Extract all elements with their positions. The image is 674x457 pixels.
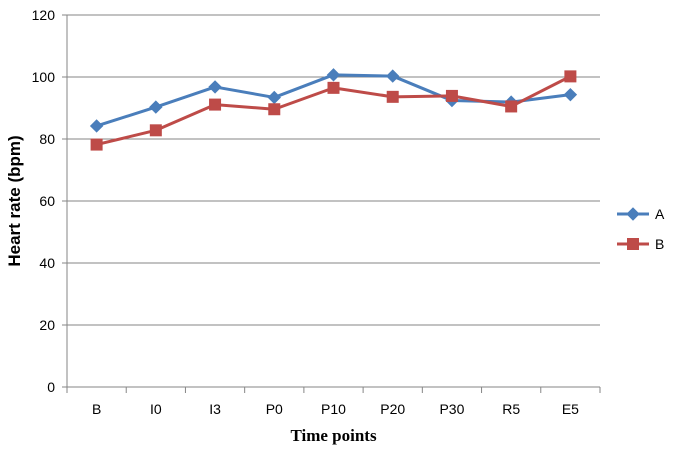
data-point-B (505, 100, 518, 113)
x-tick-label: R5 (502, 401, 520, 417)
x-tick-label: P10 (321, 401, 346, 417)
series-A (89, 68, 578, 133)
x-tick-label: P20 (380, 401, 405, 417)
y-tick-labels: 0 20 40 60 80 100 120 (32, 7, 56, 395)
data-point-B (445, 89, 458, 102)
x-tick-label: I3 (209, 401, 221, 417)
y-tick-label: 20 (39, 317, 55, 333)
data-point-A (326, 68, 341, 82)
y-tick-label: 120 (32, 7, 56, 23)
y-axis-label: Heart rate (bpm) (5, 135, 24, 266)
legend-label-B: B (655, 236, 664, 252)
data-point-A (208, 80, 222, 94)
x-tick-label: P0 (266, 401, 283, 417)
series-group (89, 68, 578, 151)
x-tick-label: P30 (439, 401, 464, 417)
data-point-B (386, 90, 399, 103)
data-point-A (149, 100, 163, 114)
data-point-A (89, 119, 104, 133)
legend-label-A: A (655, 206, 665, 222)
data-point-A (563, 87, 578, 102)
data-point-B (327, 81, 340, 94)
data-point-B (149, 124, 162, 137)
axes (62, 14, 601, 393)
data-point-B (564, 70, 577, 83)
data-point-A (267, 90, 281, 105)
legend-marker-B (627, 238, 639, 250)
data-point-A (386, 69, 400, 83)
y-tick-label: 80 (39, 131, 55, 147)
data-point-B (90, 138, 103, 151)
y-tick-label: 40 (39, 255, 55, 271)
x-tick-labels: B I0 I3 P0 P10 P20 P30 R5 E5 (92, 401, 579, 417)
series-B (90, 70, 577, 151)
gridlines (67, 14, 600, 326)
y-tick-label: 100 (32, 69, 56, 85)
legend: AB (617, 206, 665, 252)
y-tick-label: 0 (47, 379, 55, 395)
legend-marker-A (626, 207, 640, 221)
data-point-B (209, 98, 222, 111)
x-axis-label: Time points (290, 426, 377, 445)
x-tick-label: I0 (150, 401, 162, 417)
y-tick-label: 60 (39, 193, 55, 209)
x-tick-label: E5 (562, 401, 579, 417)
data-point-B (268, 103, 281, 116)
x-tick-label: B (92, 401, 101, 417)
